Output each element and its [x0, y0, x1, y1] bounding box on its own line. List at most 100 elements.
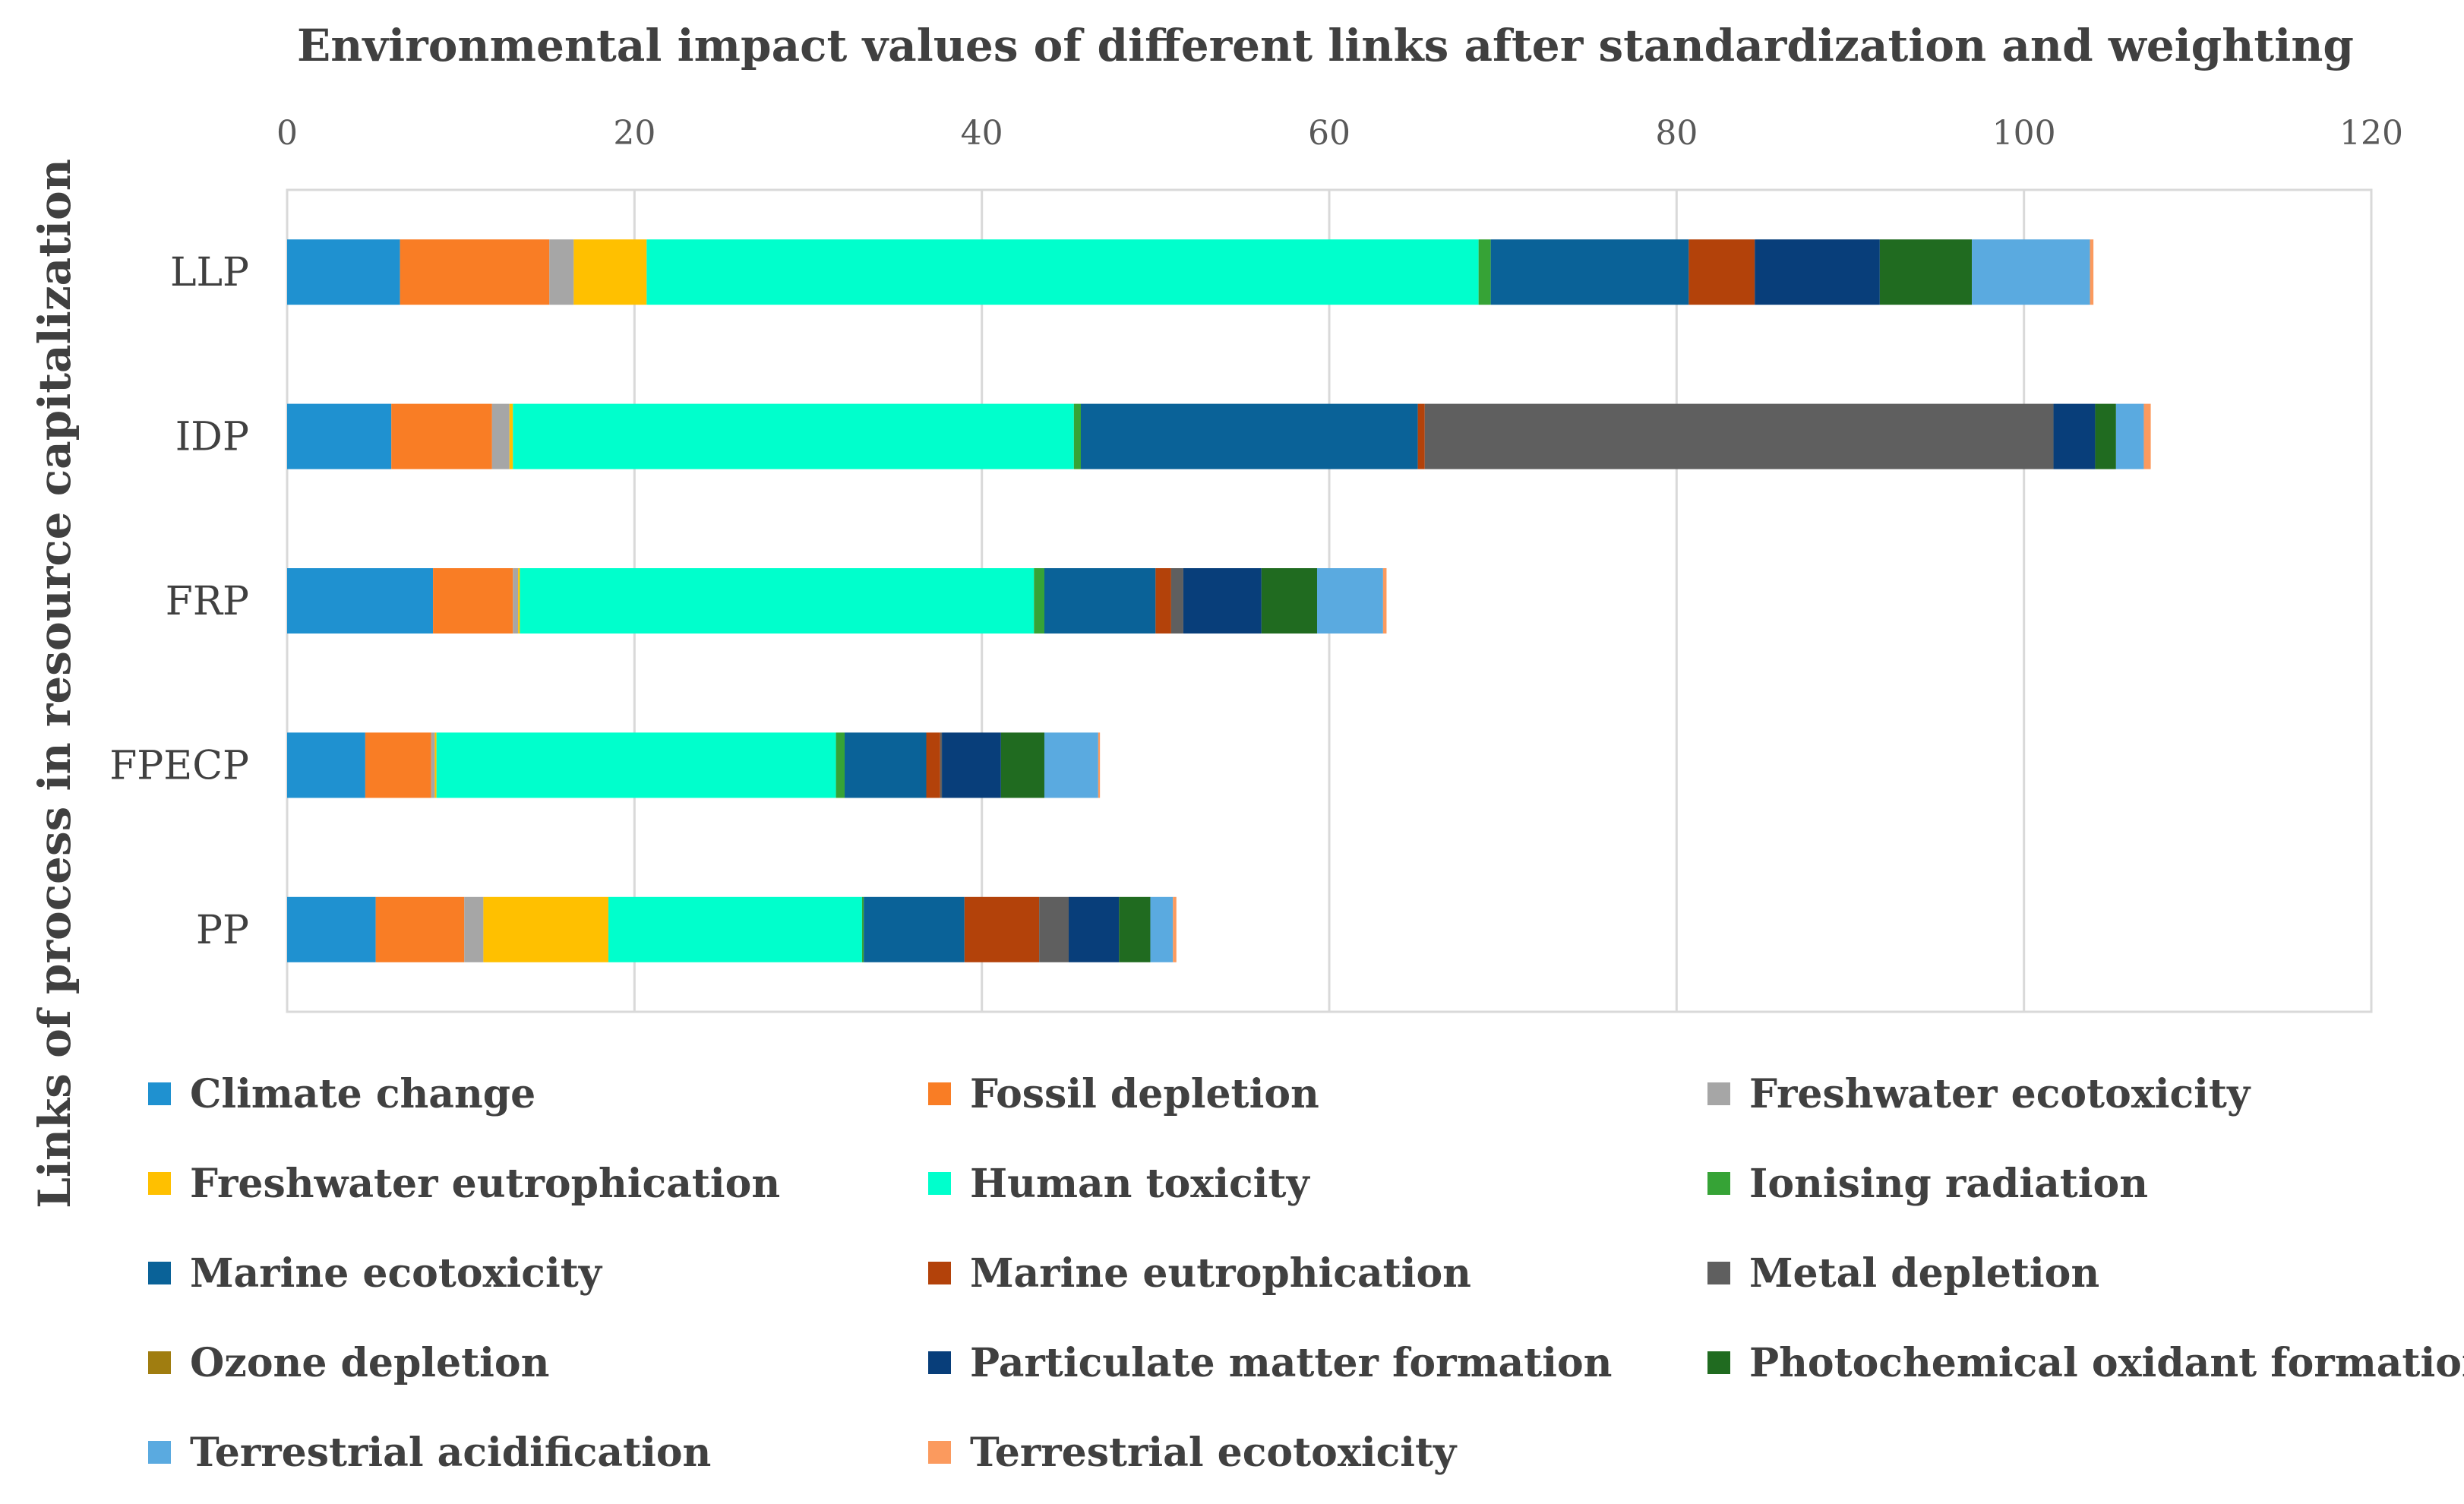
legend-item-fossil-depletion: Fossil depletion	[928, 1071, 1319, 1117]
chart-title: Environmental impact values of different…	[297, 20, 2354, 71]
bar-segment-llp-fossil-depletion	[400, 239, 550, 305]
bar-segment-idp-marine-ecotoxicity	[1081, 403, 1418, 469]
y-axis-categories: LLP IDP FRP FPECP PP	[109, 250, 249, 953]
legend-item-freshwater-eutrophication: Freshwater eutrophication	[148, 1161, 780, 1207]
bar-segment-llp-climate-change	[287, 239, 400, 305]
bar-segment-frp-marine-ecotoxicity	[1044, 568, 1156, 634]
bar-segment-fpecp-freshwater-eutrophication	[434, 732, 437, 798]
bar-segment-frp-ionising-radiation	[1034, 568, 1044, 634]
bar-segment-idp-photochemical-oxidant-formation	[2095, 403, 2116, 469]
bar-segment-frp-photochemical-oxidant-formation	[1261, 568, 1317, 634]
bar-segment-llp-particulate-matter-formation	[1755, 239, 1880, 305]
y-axis-title: Links of process in resource capitalizat…	[29, 159, 81, 1209]
bar-segment-frp-climate-change	[287, 568, 434, 634]
bar-segment-pp-freshwater-ecotoxicity	[464, 896, 484, 962]
legend-item-freshwater-ecotoxicity: Freshwater ecotoxicity	[1707, 1071, 2251, 1117]
legend-item-ozone-depletion: Ozone depletion	[148, 1340, 549, 1386]
bar-segment-idp-fossil-depletion	[391, 403, 492, 469]
legend-swatch-terrestrial-ecotoxicity	[928, 1441, 951, 1464]
bar-segment-llp-freshwater-eutrophication	[573, 239, 647, 305]
legend-label-ozone-depletion: Ozone depletion	[190, 1340, 549, 1386]
legend-swatch-human-toxicity	[928, 1172, 951, 1195]
bar-segment-frp-fossil-depletion	[433, 568, 513, 634]
bar-segment-pp-marine-ecotoxicity	[864, 896, 965, 962]
legend-label-climate-change: Climate change	[190, 1071, 535, 1117]
legend-swatch-freshwater-eutrophication	[148, 1172, 171, 1195]
legend-swatch-ionising-radiation	[1707, 1172, 1730, 1195]
x-tick-label: 20	[613, 114, 655, 153]
bar-segment-pp-climate-change	[287, 896, 376, 962]
bar-segment-llp-ionising-radiation	[1478, 239, 1491, 305]
bar-segment-llp-terrestrial-acidification	[1972, 239, 2090, 305]
legend-swatch-photochemical-oxidant-formation	[1707, 1351, 1730, 1374]
legend-swatch-marine-ecotoxicity	[148, 1262, 171, 1284]
bar-segment-fpecp-metal-depletion	[940, 732, 943, 798]
legend-item-metal-depletion: Metal depletion	[1707, 1250, 2099, 1297]
bar-segment-llp-photochemical-oxidant-formation	[1879, 239, 1973, 305]
bar-segment-frp-freshwater-ecotoxicity	[513, 568, 519, 634]
legend-swatch-terrestrial-acidification	[148, 1441, 171, 1464]
bar-segment-idp-metal-depletion	[1424, 403, 2054, 469]
legend-item-marine-eutrophication: Marine eutrophication	[928, 1250, 1471, 1297]
legend-item-human-toxicity: Human toxicity	[928, 1161, 1310, 1207]
bar-segment-frp-terrestrial-ecotoxicity	[1382, 568, 1387, 634]
legend-item-photochemical-oxidant-formation: Photochemical oxidant formation	[1707, 1340, 2464, 1386]
legend-swatch-ozone-depletion	[148, 1351, 171, 1374]
legend-swatch-marine-eutrophication	[928, 1262, 951, 1284]
legend-label-marine-eutrophication: Marine eutrophication	[970, 1250, 1471, 1297]
category-label-pp: PP	[196, 908, 249, 953]
bar-segment-fpecp-photochemical-oxidant-formation	[1000, 732, 1044, 798]
legend-item-particulate-matter-formation: Particulate matter formation	[928, 1340, 1612, 1386]
x-axis-ticks: 0 20 40 60 80 100 120	[276, 114, 2403, 153]
category-label-llp: LLP	[170, 250, 249, 295]
bar-segment-fpecp-terrestrial-acidification	[1044, 732, 1098, 798]
legend-swatch-metal-depletion	[1707, 1262, 1730, 1284]
legend-swatch-climate-change	[148, 1082, 171, 1105]
legend-label-freshwater-ecotoxicity: Freshwater ecotoxicity	[1749, 1071, 2251, 1117]
bar-segment-fpecp-marine-ecotoxicity	[845, 732, 927, 798]
bar-segment-idp-ionising-radiation	[1073, 403, 1082, 469]
legend-label-human-toxicity: Human toxicity	[970, 1161, 1310, 1207]
bar-segment-fpecp-climate-change	[287, 732, 365, 798]
bar-segment-pp-metal-depletion	[1039, 896, 1069, 962]
legend-swatch-fossil-depletion	[928, 1082, 951, 1105]
bar-segment-llp-human-toxicity	[646, 239, 1479, 305]
category-label-fpecp: FPECP	[109, 743, 249, 788]
bar-segment-pp-human-toxicity	[608, 896, 862, 962]
bar-segment-llp-marine-eutrophication	[1688, 239, 1755, 305]
bar-segment-fpecp-terrestrial-ecotoxicity	[1098, 732, 1101, 798]
legend-label-fossil-depletion: Fossil depletion	[970, 1071, 1319, 1117]
legend-item-terrestrial-acidification: Terrestrial acidification	[148, 1430, 711, 1476]
legend-label-particulate-matter-formation: Particulate matter formation	[970, 1340, 1612, 1386]
legend-label-terrestrial-acidification: Terrestrial acidification	[190, 1430, 711, 1476]
bar-segment-idp-climate-change	[287, 403, 392, 469]
legend-label-freshwater-eutrophication: Freshwater eutrophication	[190, 1161, 780, 1207]
bar-segment-fpecp-particulate-matter-formation	[942, 732, 1001, 798]
bar-segment-idp-marine-eutrophication	[1417, 403, 1425, 469]
bar-segment-pp-particulate-matter-formation	[1069, 896, 1120, 962]
bar-segment-idp-human-toxicity	[513, 403, 1074, 469]
legend-label-ionising-radiation: Ionising radiation	[1749, 1161, 2148, 1207]
bar-segment-fpecp-marine-eutrophication	[926, 732, 940, 798]
legend-item-marine-ecotoxicity: Marine ecotoxicity	[148, 1250, 603, 1297]
bar-segment-idp-freshwater-eutrophication	[509, 403, 513, 469]
bar-segment-frp-human-toxicity	[520, 568, 1035, 634]
bar-segment-pp-fossil-depletion	[375, 896, 465, 962]
legend-item-climate-change: Climate change	[148, 1071, 535, 1117]
x-tick-label: 100	[1992, 114, 2056, 153]
bar-segment-idp-particulate-matter-formation	[2053, 403, 2096, 469]
bar-segment-idp-terrestrial-acidification	[2115, 403, 2144, 469]
legend-label-metal-depletion: Metal depletion	[1749, 1250, 2099, 1297]
bar-segment-pp-ionising-radiation	[861, 896, 864, 962]
bar-segment-frp-particulate-matter-formation	[1183, 568, 1262, 634]
bar-segment-llp-terrestrial-ecotoxicity	[2090, 239, 2094, 305]
legend-label-photochemical-oxidant-formation: Photochemical oxidant formation	[1749, 1340, 2464, 1386]
legend: Climate change Fossil depletion Freshwater…	[148, 1071, 2464, 1476]
legend-swatch-freshwater-ecotoxicity	[1707, 1082, 1730, 1105]
bars	[287, 239, 2151, 962]
bar-segment-fpecp-human-toxicity	[436, 732, 836, 798]
bar-segment-frp-terrestrial-acidification	[1316, 568, 1383, 634]
bar-segment-pp-terrestrial-ecotoxicity	[1173, 896, 1177, 962]
